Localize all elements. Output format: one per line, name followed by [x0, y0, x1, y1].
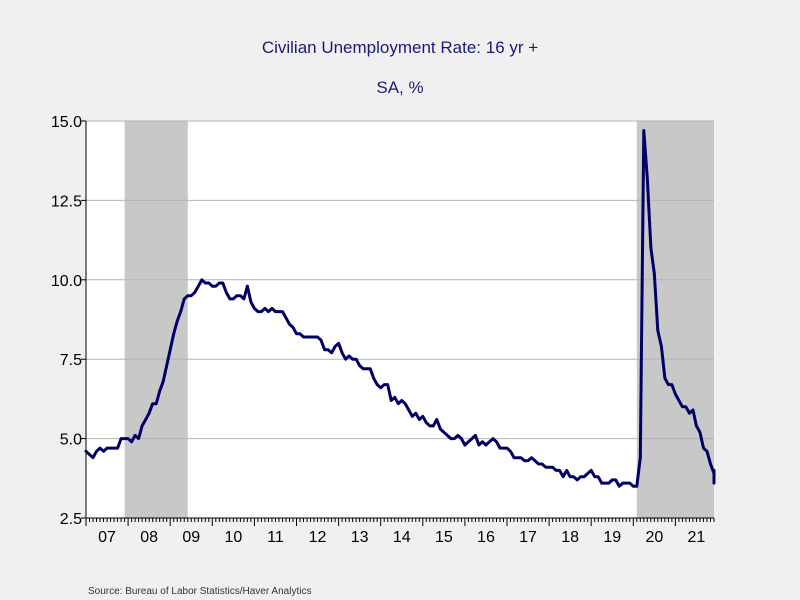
chart-subtitle: SA, % [376, 78, 424, 97]
recession-shading [86, 121, 714, 518]
x-tick-label: 17 [519, 529, 537, 546]
axes: 15.0 12.5 10.0 7.5 5.0 2.5 07 08 09 10 11 12 13 14 15 1… [51, 114, 715, 546]
x-tick-label: 10 [224, 529, 242, 546]
series-layer [84, 129, 716, 488]
chart-title: Civilian Unemployment Rate: 16 yr + [261, 38, 539, 57]
series-line-1 [84, 129, 716, 488]
source-note: Source: Bureau of Labor Statistics/Haver… [88, 586, 312, 597]
y-tick-label: 5.0 [60, 432, 82, 449]
x-tick-label: 13 [351, 529, 369, 546]
y-tick-label: 12.5 [51, 193, 82, 210]
y-tick-label: 15.0 [51, 114, 82, 131]
y-tick-label: 10.0 [51, 273, 82, 290]
x-tick-label: 21 [688, 529, 706, 546]
y-tick-label: 7.5 [60, 352, 82, 369]
y-tick-label: 2.5 [60, 511, 82, 528]
x-tick-label: 08 [140, 529, 158, 546]
x-tick-label: 20 [645, 529, 663, 546]
recession-band-2 [636, 121, 714, 518]
plot-background [86, 121, 714, 518]
x-tick-label: 09 [182, 529, 200, 546]
x-tick-label: 11 [267, 529, 284, 546]
x-tick-label: 19 [603, 529, 621, 546]
x-tick-label: 14 [393, 529, 411, 546]
x-tick-label: 12 [309, 529, 327, 546]
x-tick-label: 15 [435, 529, 453, 546]
x-tick-label: 18 [561, 529, 579, 546]
x-tick-label: 07 [98, 529, 116, 546]
x-tick-label: 16 [477, 529, 495, 546]
